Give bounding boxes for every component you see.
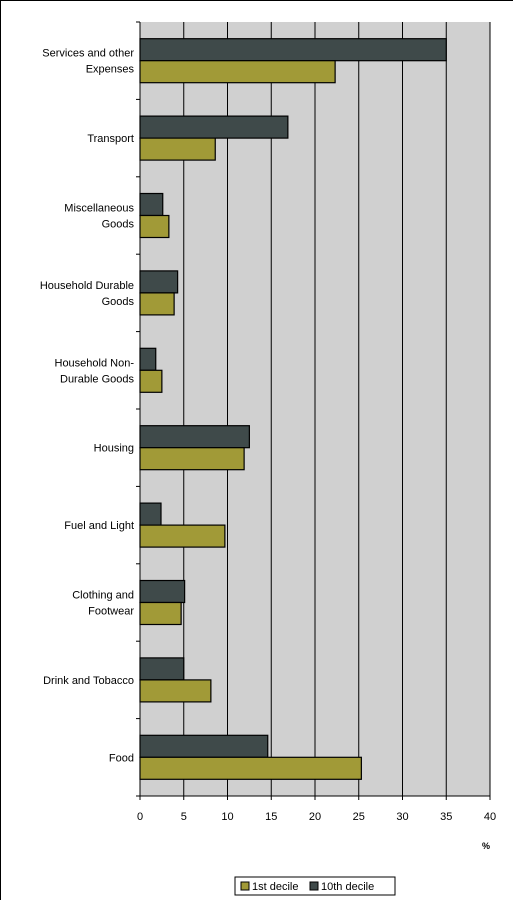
bar-1st-decile-7 <box>139 601 182 626</box>
bar-1st-decile-4 <box>139 369 163 393</box>
category-label: Drink and Tobacco <box>43 675 134 687</box>
legend-label: 10th decile <box>321 881 374 893</box>
bar-1st-decile-9 <box>139 756 362 780</box>
x-tick-label: 35 <box>440 811 452 823</box>
bar-1st-decile-8 <box>139 679 212 703</box>
bar-1st-decile-2 <box>139 214 170 239</box>
bar-1st-decile-6 <box>139 524 226 548</box>
bar-10th-decile-5 <box>139 425 250 449</box>
x-tick-label: 25 <box>353 811 365 823</box>
category-label: Food <box>109 752 134 764</box>
x-tick-label: 15 <box>265 811 277 823</box>
bar-10th-decile-8 <box>139 657 185 681</box>
category-label: Transport <box>87 133 134 145</box>
bar-10th-decile-1 <box>139 115 289 139</box>
category-label: Housing <box>94 443 134 455</box>
bar-10th-decile-2 <box>139 192 164 217</box>
bar-10th-decile-4 <box>139 347 157 371</box>
x-tick-label: 20 <box>309 811 321 823</box>
bar-1st-decile-0 <box>139 60 336 84</box>
legend-swatch <box>240 881 250 891</box>
bar-10th-decile-9 <box>139 734 269 758</box>
category-label: Miscellaneous Goods <box>64 203 134 231</box>
x-tick-label: 30 <box>396 811 408 823</box>
x-tick-label: 0 <box>137 811 143 823</box>
x-tick-label: 5 <box>181 811 187 823</box>
category-label: Fuel and Light <box>64 520 134 532</box>
bar-1st-decile-3 <box>139 292 175 316</box>
bar-10th-decile-6 <box>139 502 162 526</box>
category-label: Clothing and Footwear <box>72 590 134 618</box>
category-label: Services and other Expenses <box>42 48 134 76</box>
legend-swatch <box>309 881 319 891</box>
x-tick-label: 40 <box>484 811 496 823</box>
x-unit-label: % <box>482 841 490 851</box>
bar-10th-decile-0 <box>139 38 447 62</box>
x-tick-label: 10 <box>221 811 233 823</box>
category-label: Household Non-Durable Goods <box>55 357 135 385</box>
bar-10th-decile-3 <box>139 270 179 294</box>
bar-1st-decile-1 <box>139 137 216 161</box>
bar-1st-decile-5 <box>139 447 245 471</box>
category-label: Household Durable Goods <box>40 280 135 308</box>
legend-label: 1st decile <box>252 881 298 893</box>
bar-10th-decile-7 <box>139 579 186 604</box>
